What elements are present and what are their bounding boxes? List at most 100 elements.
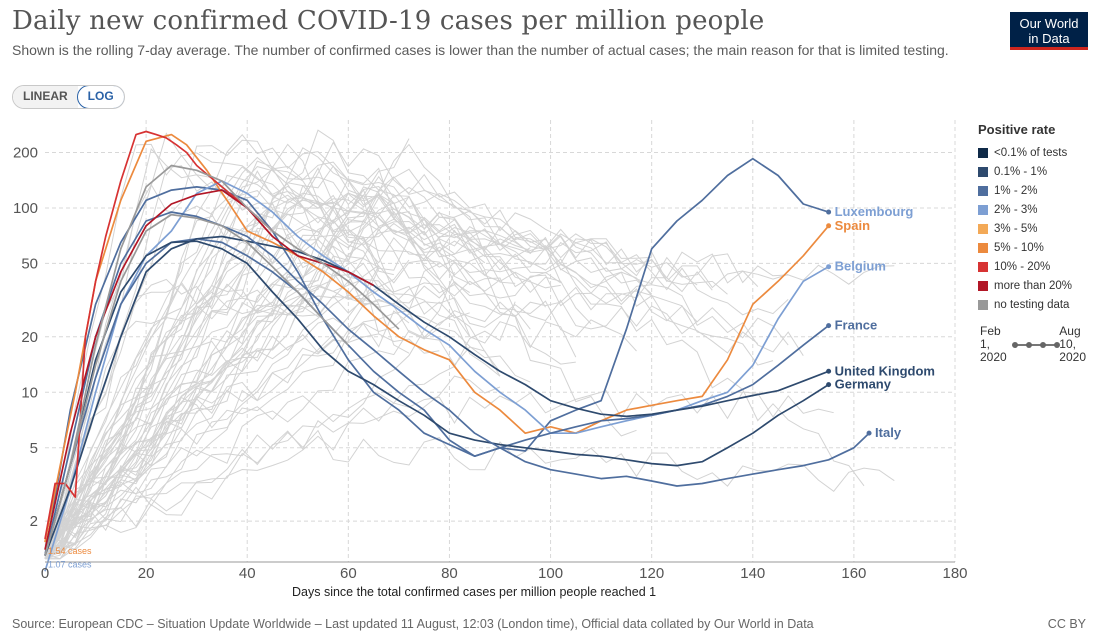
background-line [44,202,471,560]
timeline-end-handle[interactable] [1054,342,1060,348]
legend-item[interactable]: more than 20% [978,276,1096,295]
legend-swatch [978,280,988,291]
series-line[interactable] [44,213,349,556]
series-line[interactable] [44,164,400,556]
background-line [44,168,865,546]
series-end-marker [826,368,832,374]
scale-toggle: LINEAR LOG [12,85,125,109]
license-link[interactable]: CC BY [1047,617,1086,631]
legend-label: 10% - 20% [994,260,1051,273]
series-end-marker [826,382,832,388]
legend-item[interactable]: no testing data [978,295,1096,314]
timeline-end-day: 10, [1059,337,1076,351]
chart-subtitle: Shown is the rolling 7-day average. The … [12,42,949,58]
highlighted-series [44,130,872,572]
y-tick-label: 20 [21,329,38,346]
background-line [44,160,592,559]
source-note[interactable]: Source: European CDC – Situation Update … [12,617,814,631]
background-line [44,143,516,559]
series-line[interactable] [44,240,830,556]
series-label[interactable]: Germany [835,377,892,392]
background-line [44,390,834,560]
legend-swatch [978,242,988,253]
x-tick-label: 140 [740,565,765,582]
log-scale-button[interactable]: LOG [76,86,124,108]
series-line[interactable] [44,180,830,572]
legend-swatch [978,223,988,234]
timeline-end-year: 2020 [1059,350,1086,364]
series-label[interactable]: United Kingdom [835,363,935,378]
legend-label: more than 20% [994,279,1072,292]
background-line [44,278,698,544]
y-tick-label: 5 [30,440,38,457]
legend-item[interactable]: 10% - 20% [978,257,1096,276]
series-end-marker [826,209,832,215]
timeline-start-day: 1, [980,337,991,351]
legend-item[interactable]: 2% - 3% [978,200,1096,219]
background-line [44,147,561,548]
background-line [44,141,653,559]
background-line [44,166,576,559]
legend-item[interactable]: 1% - 2% [978,181,1096,200]
timeline-track[interactable] [1012,342,1060,348]
timeline-mid-handle [1040,342,1046,348]
timeline-end-label: Aug 10, 2020 [1059,325,1086,364]
timeline-start-handle[interactable] [1012,342,1018,348]
x-tick-label: 80 [441,565,458,582]
x-axis-label: Days since the total confirmed cases per… [292,585,657,599]
timeline-start-year: 2020 [980,350,1007,364]
background-line [44,143,380,556]
background-line [44,129,531,550]
series-end-marker [866,430,872,436]
y-tick-label: 100 [13,200,38,217]
owid-logo[interactable]: Our World in Data [1010,12,1088,50]
start-annotation: 1.07 cases [48,560,92,570]
series-line[interactable] [44,235,829,556]
background-line [44,333,440,560]
background-line [45,301,516,560]
legend-item[interactable]: 3% - 5% [978,219,1096,238]
background-country-lines [44,129,895,560]
legend-item[interactable]: 0.1% - 1% [978,162,1096,181]
y-tick-label: 200 [13,144,38,161]
timeline-slider[interactable]: Feb 1, 2020 Aug 10, 2020 [978,325,1096,373]
background-line [44,247,531,547]
legend-item[interactable]: <0.1% of tests [978,143,1096,162]
series-label[interactable]: Belgium [835,259,886,274]
legend-swatch [978,147,988,158]
positive-rate-legend: Positive rate <0.1% of tests 0.1% - 1% 1% … [978,122,1096,314]
series-line[interactable] [44,211,870,556]
series-label[interactable]: Luxembourg [835,204,914,219]
legend-label: 5% - 10% [994,241,1044,254]
x-tick-label: 120 [639,565,664,582]
series-end-marker [826,323,832,329]
series-line[interactable] [44,130,274,540]
series-label[interactable]: Italy [875,425,902,440]
legend-label: <0.1% of tests [994,146,1068,159]
background-line [44,156,486,559]
x-tick-label: 40 [239,565,256,582]
series-label[interactable]: France [835,318,878,333]
background-line [44,193,470,554]
legend-item[interactable]: 5% - 10% [978,238,1096,257]
series-line[interactable] [44,157,829,556]
x-tick-label: 160 [841,565,866,582]
series-line[interactable] [44,133,830,543]
linear-scale-button[interactable]: LINEAR [13,86,78,108]
legend-swatch [978,261,988,272]
legend-swatch [978,166,988,177]
timeline-end-month: Aug [1059,324,1081,338]
x-tick-label: 100 [538,565,563,582]
background-line [44,375,501,550]
series-label[interactable]: Spain [835,218,870,233]
timeline-start-label: Feb 1, 2020 [980,325,1007,364]
legend-title: Positive rate [978,122,1056,137]
y-tick-label: 2 [30,513,38,530]
legend-label: no testing data [994,298,1070,311]
background-line [44,200,789,543]
axes: 2 5 10 20 50 100 200 0 20 40 60 80 100 120 140 160 180 [13,144,968,582]
legend-swatch [978,185,988,196]
y-tick-label: 50 [21,255,38,272]
background-line [44,191,501,560]
